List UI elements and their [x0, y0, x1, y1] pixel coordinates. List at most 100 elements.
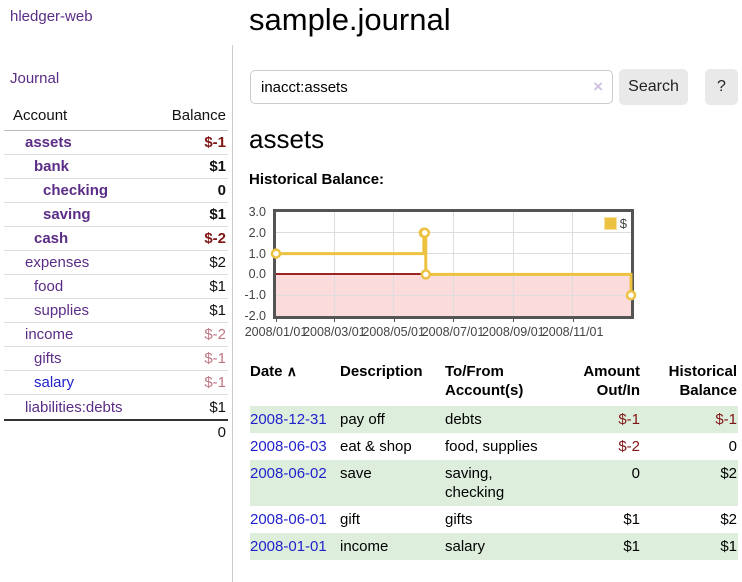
account-link[interactable]: income [25, 326, 74, 343]
transaction-date-link[interactable]: 2008-06-02 [250, 465, 327, 482]
account-link[interactable]: assets [25, 134, 72, 151]
gridline-v [452, 212, 454, 316]
data-point-marker [270, 248, 282, 259]
account-link[interactable]: food [34, 278, 64, 295]
help-button[interactable]: ? [705, 69, 738, 105]
account-row: bank $1 [4, 155, 228, 179]
x-axis-tick-mark [393, 319, 395, 322]
y-axis-tick-label: 2.0 [248, 225, 266, 240]
x-axis-tick-label: 2008/07/01 [421, 325, 485, 339]
account-balance: $1 [209, 158, 226, 175]
chart-series-line [270, 227, 637, 301]
account-link[interactable]: bank [34, 158, 70, 175]
register-header-date[interactable]: Date ∧ [250, 360, 340, 406]
search-form: × Search ? [250, 69, 738, 105]
legend-label: $ [619, 216, 627, 231]
register-header-description: Description [340, 363, 423, 380]
transaction-amount: $-2 [618, 438, 640, 455]
search-input[interactable] [251, 71, 612, 103]
account-row: cash $-2 [4, 227, 228, 251]
account-row: salary $-1 [4, 371, 228, 395]
account-row: checking 0 [4, 179, 228, 203]
gridline-v [512, 212, 514, 316]
account-row: expenses $2 [4, 251, 228, 275]
transaction-date-link[interactable]: 2008-01-01 [250, 538, 327, 555]
account-row: income $-2 [4, 323, 228, 347]
account-tree-total-row: 0 [4, 419, 228, 443]
sidebar-divider [232, 45, 233, 582]
x-axis-tick-mark [453, 319, 454, 322]
x-axis-tick-mark [334, 319, 336, 322]
transaction-description: pay off [340, 406, 445, 433]
transaction-balance: $1 [641, 533, 738, 560]
transaction-date-link[interactable]: 2008-06-03 [250, 438, 327, 455]
gridline-h [276, 294, 631, 296]
page-title: sample.journal [249, 2, 451, 37]
register-header-balance: Historical Balance [668, 363, 737, 399]
account-link[interactable]: salary [34, 374, 75, 391]
search-button[interactable]: Search [619, 69, 688, 105]
account-heading: assets [249, 124, 325, 154]
register-row: 2008-06-03 eat & shop food, supplies $-2… [250, 433, 738, 460]
sort-ascending-icon: ∧ [286, 363, 297, 379]
y-axis-tick-label: -1.0 [244, 288, 266, 303]
transaction-balance: $2 [641, 460, 738, 506]
account-tree: Account Balance assets $-1 bank $1 check… [4, 104, 228, 443]
register-row: 2008-12-31 pay off debts $-1 $-1 [250, 406, 738, 433]
transaction-description: eat & shop [340, 438, 412, 455]
account-link[interactable]: liabilities:debts [25, 398, 123, 416]
data-point-marker [420, 269, 432, 280]
account-balance: $2 [209, 254, 226, 271]
account-link[interactable]: expenses [25, 254, 90, 271]
register-row: 2008-06-01 gift gifts $1 $2 [250, 506, 738, 533]
gridline-v [333, 212, 335, 316]
transaction-date-link[interactable]: 2008-06-01 [250, 511, 327, 528]
account-balance: $-2 [204, 230, 226, 247]
x-axis-tick-label: 2008/01/01 [244, 325, 308, 339]
gridline-v [393, 212, 395, 316]
account-balance: $-1 [204, 134, 226, 151]
transaction-description: save [340, 460, 445, 506]
register-row: 2008-01-01 income salary $1 $1 [250, 533, 738, 560]
transaction-balance: $2 [720, 511, 737, 528]
sidebar-item-journal[interactable]: Journal [10, 70, 60, 87]
x-axis-tick-label: 2008/05/01 [362, 325, 425, 339]
account-balance: $-2 [204, 326, 226, 343]
account-row: food $1 [4, 275, 228, 299]
account-balance: $-1 [204, 350, 226, 367]
x-axis-tick-label: 2008/03/01 [303, 325, 366, 339]
app-brand-link[interactable]: hledger-web [10, 8, 93, 25]
transaction-accounts: food, supplies [445, 438, 538, 455]
data-point-marker [419, 227, 431, 239]
transaction-amount: 0 [560, 460, 641, 506]
gridline-h [276, 253, 631, 255]
x-axis-tick-mark [513, 319, 515, 322]
chart-plot: $ [270, 209, 637, 319]
gridline-h [276, 232, 631, 234]
account-row: assets $-1 [4, 131, 228, 155]
account-balance: $1 [209, 206, 226, 223]
transaction-accounts: debts [445, 406, 560, 433]
clear-search-icon[interactable]: × [593, 77, 603, 96]
account-row: supplies $1 [4, 299, 228, 323]
account-row: gifts $-1 [4, 347, 228, 371]
transaction-amount: $1 [560, 533, 641, 560]
transaction-balance: $-1 [641, 406, 738, 433]
account-link[interactable]: supplies [34, 302, 90, 319]
register-table: Date ∧ Description To/From Account(s) Am… [250, 360, 738, 560]
account-link[interactable]: checking [43, 182, 109, 199]
x-axis-tick-label: 2008/11/01 [541, 325, 604, 339]
register-header-row: Date ∧ Description To/From Account(s) Am… [250, 360, 738, 406]
account-link[interactable]: gifts [34, 350, 62, 367]
account-link[interactable]: saving [43, 206, 91, 223]
transaction-date-link[interactable]: 2008-12-31 [250, 411, 327, 428]
account-link[interactable]: cash [34, 230, 69, 247]
legend-color-swatch [603, 217, 617, 230]
register-header-amount: Amount Out/In [583, 363, 640, 399]
x-axis-tick-mark [572, 319, 574, 322]
account-balance: $-1 [204, 374, 226, 391]
transaction-accounts: saving, checking [445, 460, 560, 506]
y-axis-tick-label: 1.0 [248, 246, 266, 261]
account-row: saving $1 [4, 203, 228, 227]
search-box: × [250, 70, 613, 104]
